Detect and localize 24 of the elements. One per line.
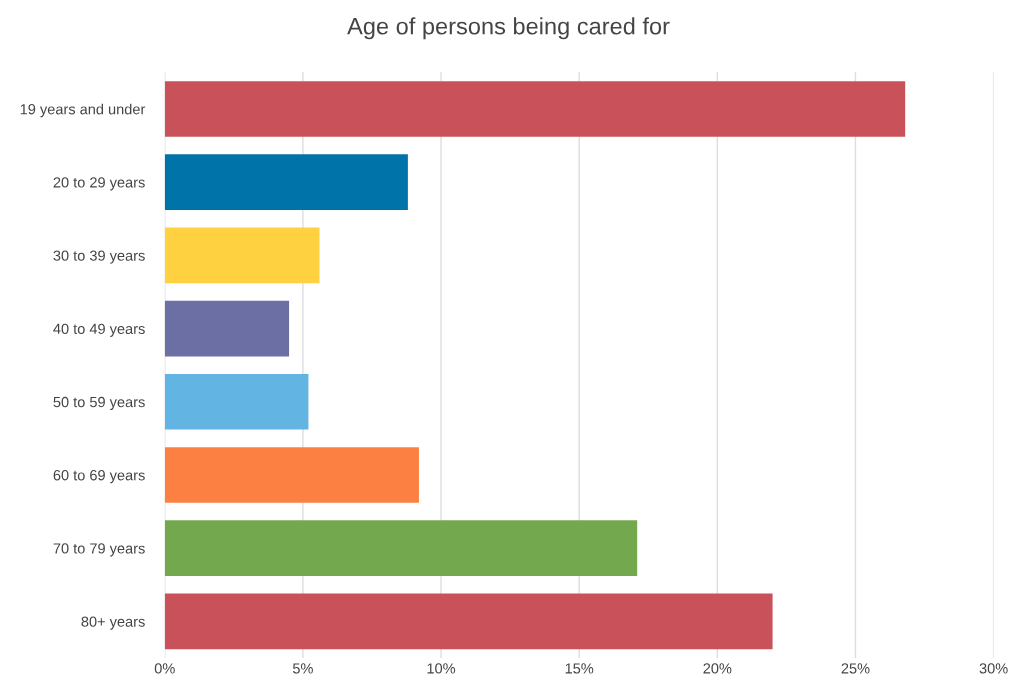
x-tick-label: 5% — [292, 663, 313, 674]
bar — [164, 520, 638, 576]
y-tick-label: 50 to 59 years — [53, 396, 145, 411]
bar — [164, 227, 320, 284]
y-tick-label: 70 to 79 years — [53, 543, 145, 557]
bar — [164, 447, 419, 503]
y-tick-label: 20 to 29 years — [53, 177, 145, 191]
chart-title: Age of persons being cared for — [347, 17, 670, 40]
x-tick-label: 15% — [565, 663, 594, 674]
x-tick-label: 10% — [427, 663, 456, 674]
y-tick-label: 30 to 39 years — [53, 250, 145, 264]
y-tick-label: 19 years and under — [20, 103, 146, 118]
y-tick-label: 60 to 69 years — [53, 470, 145, 484]
x-tick-label: 0% — [154, 663, 175, 674]
x-tick-label: 25% — [841, 663, 870, 674]
bar — [164, 593, 773, 650]
bar — [164, 154, 408, 210]
bar — [164, 373, 309, 430]
x-tick-label: 30% — [979, 663, 1008, 674]
bar — [164, 81, 906, 137]
y-tick-label: 80+ years — [81, 616, 145, 630]
y-tick-label: 40 to 49 years — [53, 323, 145, 337]
bar — [164, 300, 290, 357]
x-tick-label: 20% — [703, 663, 732, 674]
